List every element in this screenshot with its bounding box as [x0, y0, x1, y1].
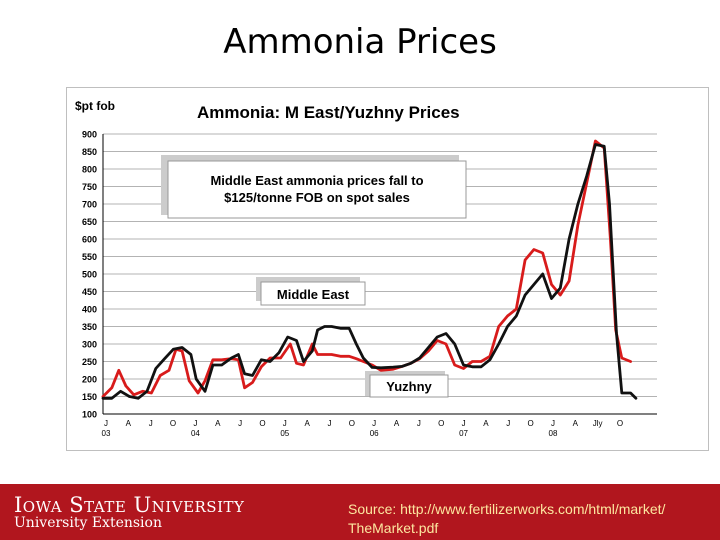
y-tick-label: 500 — [82, 270, 97, 280]
x-tick-label: O — [438, 419, 444, 428]
y-tick-label: 600 — [82, 235, 97, 245]
x-tick-label: J — [104, 419, 108, 428]
x-tick-label: J — [238, 419, 242, 428]
x-tick-label: A — [573, 419, 579, 428]
x-tick-label: J — [327, 419, 331, 428]
y-tick-label: 350 — [82, 322, 97, 332]
y-tick-label: 250 — [82, 357, 97, 367]
y-axis-label: $pt fob — [75, 99, 115, 113]
series-line-yuzhny — [101, 143, 638, 400]
extension-wordmark: University Extension — [14, 515, 162, 531]
y-tick-label: 650 — [82, 217, 97, 227]
x-tick-label: O — [170, 419, 176, 428]
slide-title: Ammonia Prices — [223, 22, 497, 62]
x-tick-label: J — [551, 419, 555, 428]
y-tick-label: 800 — [82, 165, 97, 175]
x-tick-label: A — [126, 419, 132, 428]
x-year-label: 08 — [549, 429, 558, 438]
y-tick-label: 450 — [82, 287, 97, 297]
x-tick-label: O — [349, 419, 355, 428]
annotation-box-main — [167, 160, 467, 219]
x-tick-label: J — [462, 419, 466, 428]
annotation-yuzhny: Yuzhny — [386, 379, 432, 394]
x-tick-label: A — [215, 419, 221, 428]
y-tick-label: 550 — [82, 252, 97, 262]
y-tick-label: 750 — [82, 182, 97, 192]
university-wordmark: Iowa State University — [14, 493, 245, 517]
y-tick-label: 850 — [82, 147, 97, 157]
x-year-label: 07 — [459, 429, 468, 438]
x-tick-label: J — [149, 419, 153, 428]
x-year-label: 04 — [191, 429, 200, 438]
x-year-label: 06 — [370, 429, 379, 438]
x-tick-label: J — [417, 419, 421, 428]
series-line-middle-east — [101, 139, 632, 398]
x-tick-label: J — [193, 419, 197, 428]
y-tick-label: 700 — [82, 200, 97, 210]
x-tick-label: Jly — [593, 419, 603, 428]
y-tick-label: 900 — [82, 130, 97, 140]
x-tick-label: O — [617, 419, 623, 428]
x-year-label: 05 — [280, 429, 289, 438]
chart-title: Ammonia: M East/Yuzhny Prices — [197, 103, 460, 122]
annotation-main-line1: Middle East ammonia prices fall to — [210, 173, 423, 188]
chart-container: Ammonia: M East/Yuzhny Prices $pt fob 10… — [66, 87, 709, 451]
x-year-label: 03 — [102, 429, 111, 438]
price-line-chart: Ammonia: M East/Yuzhny Prices $pt fob 10… — [75, 99, 657, 438]
source-line-1: Source: http://www.fertilizerworks.com/h… — [348, 501, 666, 517]
x-tick-label: A — [483, 419, 489, 428]
x-tick-label: J — [372, 419, 376, 428]
y-tick-label: 400 — [82, 305, 97, 315]
source-citation: Source: http://www.fertilizerworks.com/h… — [348, 500, 718, 538]
y-tick-label: 200 — [82, 375, 97, 385]
x-tick-label: A — [304, 419, 310, 428]
x-tick-label: O — [259, 419, 265, 428]
y-tick-label: 100 — [82, 410, 97, 420]
x-tick-label: J — [283, 419, 287, 428]
x-tick-label: O — [527, 419, 533, 428]
footer-bar — [0, 484, 720, 540]
x-tick-label: A — [394, 419, 400, 428]
x-tick-label: J — [506, 419, 510, 428]
y-tick-label: 300 — [82, 340, 97, 350]
annotation-middle-east-box — [260, 281, 366, 306]
annotation-yuzhny-box — [369, 374, 449, 398]
annotation-middle-east: Middle East — [277, 287, 350, 302]
y-tick-label: 150 — [82, 392, 97, 402]
annotation-main-line2: $125/tonne FOB on spot sales — [224, 190, 410, 205]
source-line-2: TheMarket.pdf — [348, 520, 439, 536]
